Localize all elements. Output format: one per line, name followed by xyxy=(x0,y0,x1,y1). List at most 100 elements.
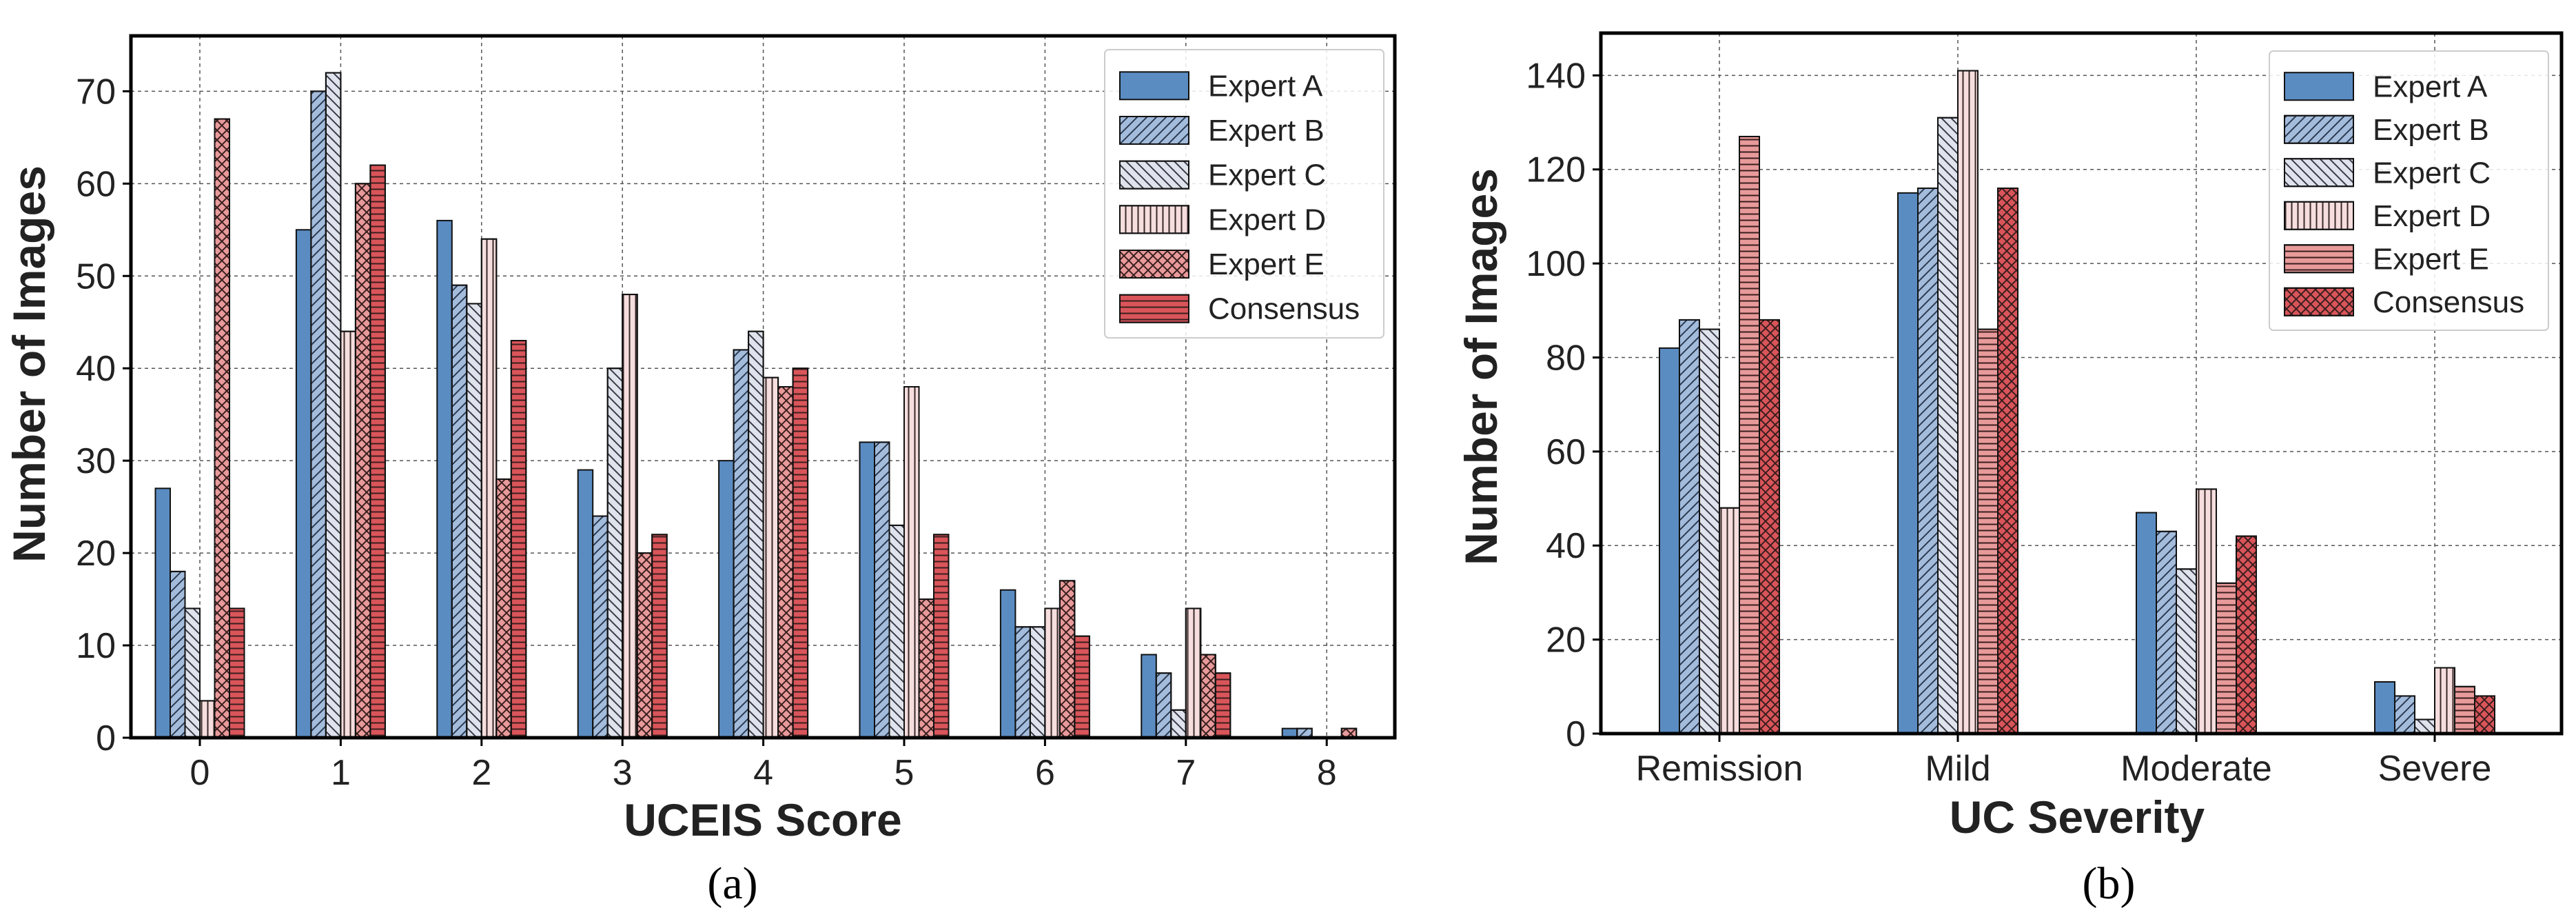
chart-a-bar xyxy=(577,469,594,738)
chart-b-xtick-label: Remission xyxy=(1636,749,1803,789)
chart-b-bar-hatch xyxy=(2176,568,2197,734)
chart-a-xtick-label: 4 xyxy=(753,753,773,793)
chart-a-xtick-label: 5 xyxy=(895,753,914,793)
chart-b-ytick-label: 100 xyxy=(1526,244,1586,284)
chart-a-xtick-label: 1 xyxy=(331,753,351,793)
chart-a-legend-swatch-hatch xyxy=(1119,205,1189,234)
chart-b-ylabel: Number of Images xyxy=(1455,168,1506,565)
chart-b-legend-swatch-hatch xyxy=(2284,201,2354,230)
chart-a-ytick-label: 0 xyxy=(96,718,116,758)
chart-a-bar-hatch xyxy=(733,349,750,738)
chart-a-legend-swatch-hatch xyxy=(1119,250,1189,279)
chart-b-xtick-label: Severe xyxy=(2378,749,2492,789)
chart-a-bar-hatch xyxy=(1155,672,1172,738)
chart-b-bar xyxy=(2374,681,2395,734)
chart-b-ytick-label: 20 xyxy=(1546,621,1586,661)
chart-b-ytick-label: 120 xyxy=(1526,150,1586,190)
chart-a-xtick-label: 7 xyxy=(1176,753,1196,793)
chart-a-bar-hatch xyxy=(1074,635,1090,738)
chart-b-bar-hatch xyxy=(2394,695,2415,734)
chart-b-legend-swatch-hatch xyxy=(2284,114,2354,144)
chart-a-bar-hatch xyxy=(933,534,950,738)
chart-a-bar-hatch xyxy=(510,340,527,738)
chart-a-ytick-label: 60 xyxy=(76,164,116,204)
chart-a-bar-hatch xyxy=(1200,654,1216,739)
chart-b-legend-label: Expert A xyxy=(2373,70,2488,103)
chart-a-bar xyxy=(1141,654,1157,739)
chart-b-legend-label: Expert E xyxy=(2373,242,2489,276)
chart-a-bar-hatch xyxy=(622,294,638,739)
chart-a-bar-hatch xyxy=(1014,626,1031,739)
chart-b-xlabel: UC Severity xyxy=(1950,792,2205,843)
chart-a-bar-hatch xyxy=(903,386,920,738)
chart-b-ytick-label: 60 xyxy=(1546,432,1586,472)
chart-a-legend-label: Expert E xyxy=(1208,248,1325,281)
chart-a-xtick-label: 0 xyxy=(190,753,210,793)
chart-a-bar-hatch xyxy=(592,515,609,738)
chart-b-ytick-label: 40 xyxy=(1546,526,1586,566)
chart-a-bar-hatch xyxy=(888,524,905,739)
chart-b-bar-hatch xyxy=(2474,695,2495,734)
chart-a-legend-swatch xyxy=(1119,71,1189,101)
chart-a-legend-label: Expert A xyxy=(1208,69,1323,103)
chart-a-legend-label: Expert B xyxy=(1208,114,1325,148)
chart-b-caption: (b) xyxy=(2083,858,2136,909)
chart-a-bar-hatch xyxy=(184,607,201,739)
chart-a-xtick-label: 8 xyxy=(1317,753,1337,793)
chart-a-bar-hatch xyxy=(310,90,327,739)
chart-b-axes-frame xyxy=(1599,31,2564,736)
chart-a-bar-hatch xyxy=(480,238,498,738)
chart-b-bar xyxy=(1897,192,1919,734)
chart-a-legend-swatch-hatch xyxy=(1119,116,1189,145)
chart-b-legend-label: Expert B xyxy=(2373,113,2489,147)
chart-a-legend-label: Expert C xyxy=(1208,159,1326,192)
chart-b: Number of Images UC Severity (b) 0 20 40 60… xyxy=(1455,31,2564,909)
chart-b-bar-hatch xyxy=(2454,685,2475,734)
chart-b-bar-hatch xyxy=(2196,488,2217,734)
chart-b-ytick-label: 140 xyxy=(1526,56,1586,96)
chart-a-bar-hatch xyxy=(636,552,653,739)
chart-a-bar-hatch xyxy=(606,367,624,738)
chart-a-bar-hatch xyxy=(1185,607,1202,739)
chart-a-bar xyxy=(718,460,735,738)
chart-a-xlabel: UCEIS Score xyxy=(624,794,901,845)
chart-b-legend-swatch-hatch xyxy=(2284,287,2354,316)
chart-a-legend-swatch-hatch xyxy=(1119,294,1189,323)
chart-a-ylabel: Number of Images xyxy=(3,165,54,563)
chart-a: Number of Images UCEIS Score (a) 0102030… xyxy=(3,34,1397,909)
chart-a-bar-hatch xyxy=(651,534,668,738)
chart-a-legend-label: Expert D xyxy=(1208,203,1326,236)
chart-a-legend-swatch-hatch xyxy=(1119,160,1189,190)
chart-b-ytick-label: 0 xyxy=(1566,714,1586,754)
chart-a-bar-hatch xyxy=(199,700,216,739)
chart-a-bar-hatch xyxy=(466,303,482,738)
chart-b-bar-hatch xyxy=(1977,328,1999,735)
chart-a-bar xyxy=(436,219,453,739)
chart-a-bar-hatch xyxy=(340,330,356,738)
chart-b-bar-hatch xyxy=(2236,535,2257,734)
chart-a-legend-label: Consensus xyxy=(1208,292,1360,326)
chart-a-ytick-label: 40 xyxy=(76,349,116,389)
chart-b-ytick-label: 80 xyxy=(1546,338,1586,378)
chart-a-ytick-label: 10 xyxy=(76,626,116,666)
chart-a-bar-hatch xyxy=(762,376,779,738)
chart-b-xtick-label: Moderate xyxy=(2120,749,2272,789)
chart-a-bar-hatch xyxy=(918,598,934,738)
chart-a-bar-hatch xyxy=(451,284,468,738)
chart-a-bar-hatch xyxy=(874,441,890,738)
chart-a-bar-hatch xyxy=(1059,580,1076,739)
chart-a-ytick-label: 50 xyxy=(76,256,116,296)
chart-b-legend-swatch xyxy=(2284,72,2354,101)
chart-b-bar-hatch xyxy=(1699,328,1720,735)
chart-b-bar-hatch xyxy=(1739,136,1760,734)
chart-b-legend-label: Expert D xyxy=(2373,199,2491,233)
chart-a-ytick-label: 20 xyxy=(76,534,116,574)
chart-a-bar xyxy=(859,441,875,738)
chart-a-xtick-label: 2 xyxy=(471,753,491,793)
chart-a-bar-hatch xyxy=(495,478,512,739)
chart-b-bar-hatch xyxy=(1957,70,1979,734)
chart-a-bar xyxy=(295,229,312,738)
chart-b-legend-swatch-hatch xyxy=(2284,158,2354,188)
chart-b-bar xyxy=(2136,512,2157,734)
